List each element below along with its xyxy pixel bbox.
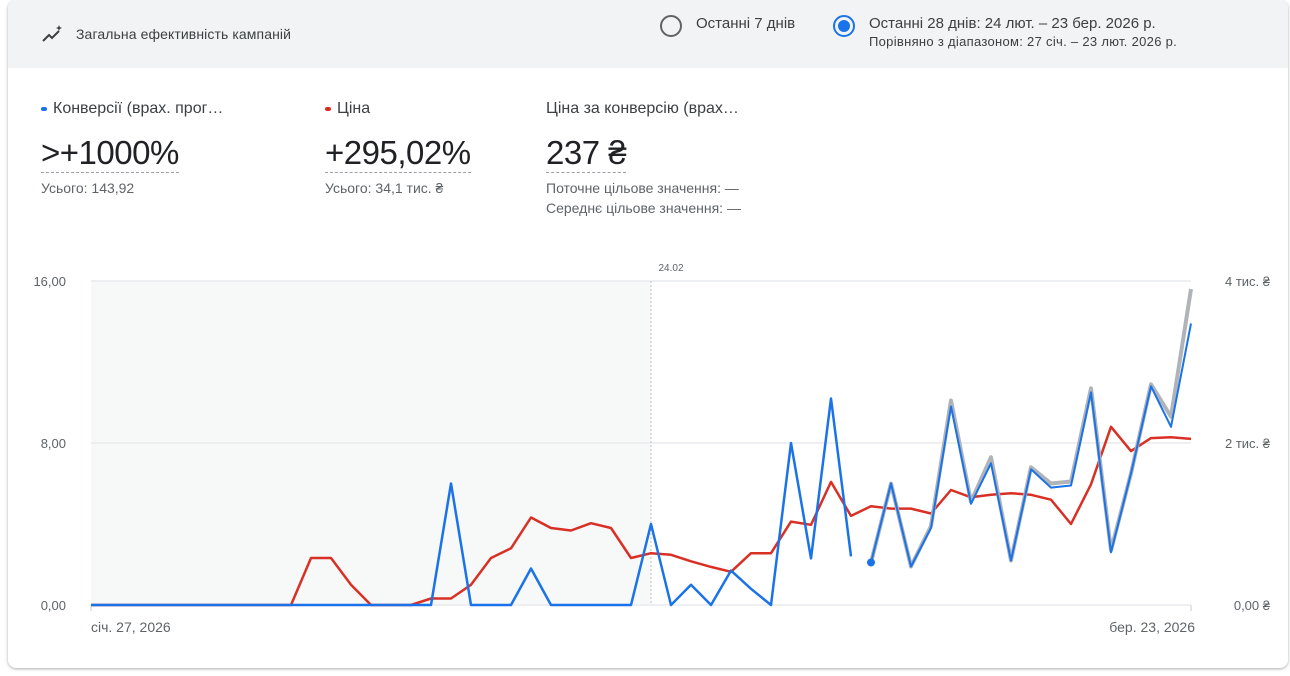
comparison-period-shade [91,281,651,605]
y-left-tick-label: 0,00 [41,598,66,613]
series-line-conversions-latest [870,323,1192,568]
series-line-conversions [91,397,853,607]
metric-cpc-value: 237 ₴ [546,134,627,173]
range-option-28-days-label: Останні 28 днів: 24 лют. – 23 бер. 2026 … [869,15,1156,32]
range-option-7-days[interactable]: Останні 7 днів [660,14,795,37]
metric-cpc-target-average: Середнє цільове значення: — [546,200,741,216]
x-end-label: бер. 23, 2026 [1109,619,1195,635]
series-line-projection [869,288,1193,569]
period-divider-label: 24.02 [658,263,683,274]
metric-cost-per-conversion[interactable]: Ціна за конверсію (врах… 237 ₴ Поточне ц… [546,100,741,217]
radio-7-days[interactable] [660,15,682,37]
series-line-cost [91,425,1192,607]
metric-cpc-label: Ціна за конверсію (врах… [546,100,739,117]
radio-28-days[interactable] [833,15,855,37]
range-option-28-days[interactable]: Останні 28 днів: 24 лют. – 23 бер. 2026 … [833,14,1177,50]
card-title-text: Загальна ефективність кампаній [76,26,292,42]
metric-conversions-value: >+1000% [41,134,179,173]
card-title: Загальна ефективність кампаній [40,22,291,46]
metric-conversions-label: Конверсії (врах. прог… [53,100,224,117]
comparison-range-label: Порівняно з діапазоном: 27 січ. – 23 лют… [869,34,1178,49]
card-header: Загальна ефективність кампаній Останні 7… [8,0,1288,68]
metric-cpc-target-current: Поточне цільове значення: — [546,180,739,196]
conversions-legend-dot [41,107,47,111]
metric-cost[interactable]: Ціна +295,02% Усього: 34,1 тис. ₴ [325,100,471,197]
conversions-point-marker [867,558,875,567]
y-left-tick-label: 8,00 [41,436,66,451]
metric-cost-label: Ціна [337,100,371,117]
metric-conversions-total: Усього: 143,92 [41,180,135,196]
metric-cost-value: +295,02% [325,134,471,173]
metric-cost-total: Усього: 34,1 тис. ₴ [325,180,444,196]
y-right-tick-label: 0,00 ₴ [1234,598,1271,613]
cost-legend-dot [325,107,331,111]
y-right-tick-label: 4 тис. ₴ [1225,274,1271,289]
range-option-7-days-label: Останні 7 днів [696,15,796,32]
campaign-performance-card: Загальна ефективність кампаній Останні 7… [8,0,1288,668]
metric-conversions[interactable]: Конверсії (врах. прог… >+1000% Усього: 1… [41,100,223,197]
y-right-tick-label: 2 тис. ₴ [1225,436,1271,451]
y-left-tick-label: 16,00 [33,274,66,289]
trending-up-sparkle-icon [40,22,64,46]
x-start-label: січ. 27, 2026 [91,619,171,635]
